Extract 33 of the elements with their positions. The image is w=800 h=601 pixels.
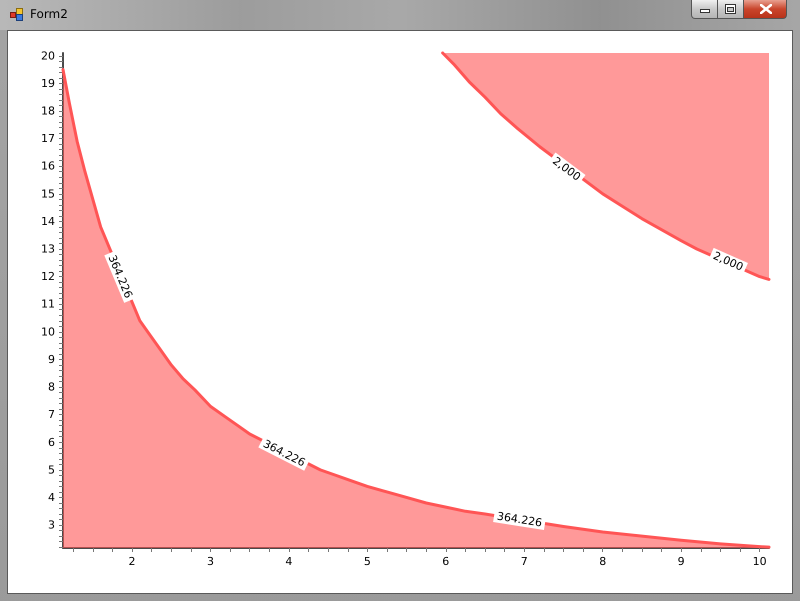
y-tick-label: 10 bbox=[41, 325, 55, 338]
y-tick-label: 3 bbox=[48, 518, 55, 532]
annotation: 2,000 bbox=[711, 249, 746, 274]
chart-title: Form2 bbox=[30, 7, 68, 21]
y-tick-label: 19 bbox=[41, 76, 55, 90]
y-tick-label: 13 bbox=[41, 242, 55, 256]
y-tick-label: 14 bbox=[41, 214, 55, 228]
x-tick-label: 7 bbox=[520, 555, 528, 568]
annotation: 364.226 bbox=[496, 510, 544, 530]
y-tick-label: 20 bbox=[41, 49, 55, 62]
y-tick-label: 7 bbox=[48, 408, 55, 422]
y-tick-label: 6 bbox=[48, 436, 55, 449]
x-tick-label: 3 bbox=[206, 555, 214, 568]
close-button[interactable] bbox=[743, 0, 787, 19]
y-tick-label: 16 bbox=[41, 160, 55, 173]
x-tick-label: 5 bbox=[364, 555, 371, 568]
y-tick-label: 15 bbox=[41, 187, 55, 200]
y-tick-label: 12 bbox=[41, 270, 55, 284]
y-tick-label: 18 bbox=[41, 104, 55, 118]
x-tick-label: 9 bbox=[678, 555, 685, 568]
maximize-button[interactable] bbox=[717, 0, 744, 19]
y-tick-label: 4 bbox=[48, 490, 55, 504]
x-tick-label: 2 bbox=[128, 555, 136, 568]
y-tick-label: 11 bbox=[41, 298, 55, 311]
y-tick-label: 8 bbox=[48, 380, 55, 394]
x-tick-label: 10 bbox=[752, 555, 767, 568]
x-tick-label: 8 bbox=[599, 555, 606, 568]
y-tick-label: 9 bbox=[48, 352, 55, 366]
x-tick-label: 6 bbox=[442, 555, 450, 568]
y-tick-label: 17 bbox=[41, 132, 55, 146]
y-tick-label: 5 bbox=[48, 463, 55, 476]
x-tick-label: 4 bbox=[285, 555, 292, 568]
minimize-button[interactable] bbox=[691, 0, 718, 19]
